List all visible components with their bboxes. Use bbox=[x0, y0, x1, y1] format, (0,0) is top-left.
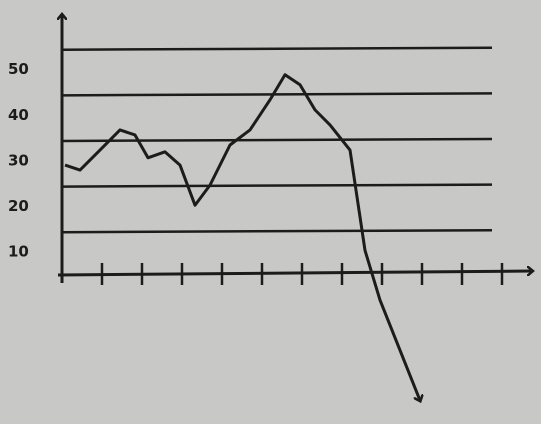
y-tick-label: 40 bbox=[8, 106, 29, 124]
y-tick-label: 20 bbox=[8, 197, 29, 215]
y-tick-label: 30 bbox=[8, 151, 29, 169]
paper bbox=[0, 0, 541, 424]
chart: 50 40 30 20 10 bbox=[0, 0, 541, 424]
y-tick-label: 10 bbox=[8, 243, 29, 261]
y-tick-label: 50 bbox=[8, 60, 29, 78]
